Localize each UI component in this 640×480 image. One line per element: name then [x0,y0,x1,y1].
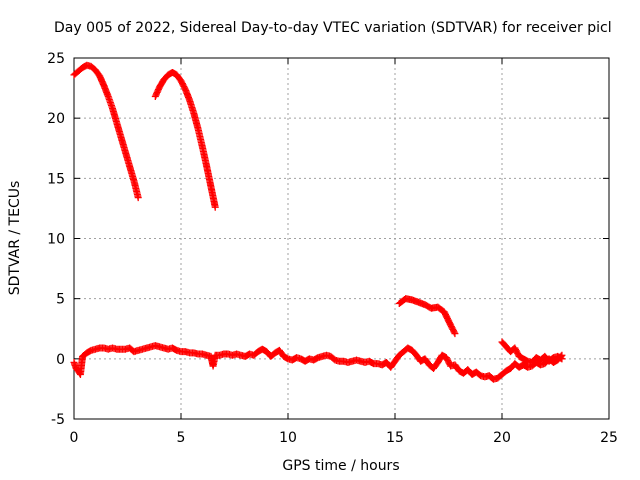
data-point [211,203,219,211]
series-high-arc-2 [151,68,219,211]
y-tick-label: -5 [51,412,65,428]
x-axis-title: GPS time / hours [282,458,399,474]
data-point [134,194,142,202]
chart-title: Day 005 of 2022, Sidereal Day-to-day VTE… [54,20,612,36]
axis-ticks: 0 5 10 15 20 25 -5 0 5 10 15 20 25 [47,51,618,446]
y-tick-label: 5 [56,292,65,308]
x-tick-label: 20 [493,430,511,446]
series-high-arc-1 [70,61,142,202]
y-tick-label: 25 [47,51,65,67]
y-tick-label: 0 [56,352,65,368]
data-point [451,330,459,338]
data-point [450,328,458,336]
x-tick-label: 5 [177,430,186,446]
data-points [70,61,566,383]
x-tick-label: 25 [600,430,618,446]
x-tick-label: 10 [279,430,297,446]
x-tick-label: 15 [386,430,404,446]
series-baseline-a [70,342,566,383]
data-point [558,355,566,363]
y-tick-label: 20 [47,111,65,127]
y-tick-label: 10 [47,232,65,248]
series-baseline-b [498,338,566,366]
series-mid-segment [395,295,459,338]
y-axis-title: SDTVAR / TECUs [7,181,23,296]
y-tick-label: 15 [47,171,65,187]
x-tick-label: 0 [70,430,79,446]
